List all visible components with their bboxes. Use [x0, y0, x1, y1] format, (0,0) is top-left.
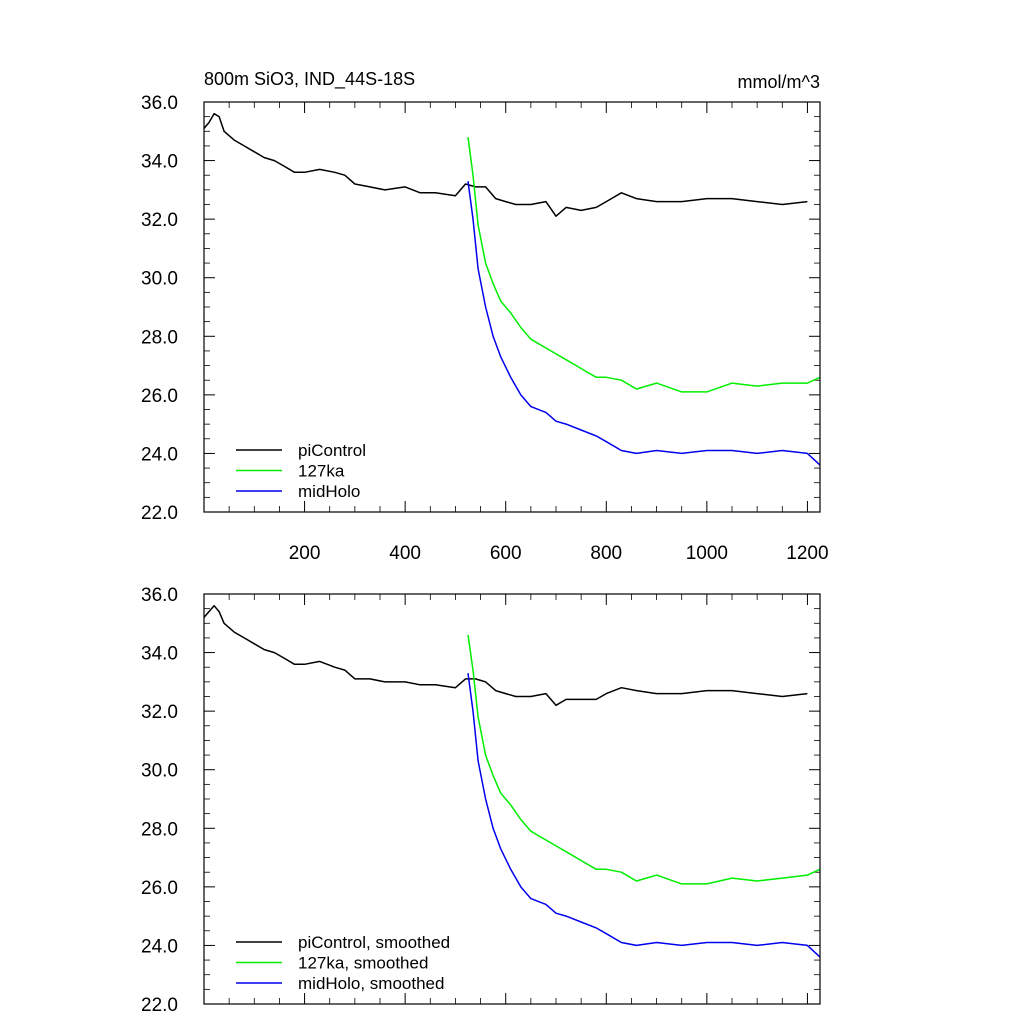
y-tick-label: 24.0	[141, 444, 178, 465]
bottom-panel: 22.0 24.0 26.0 28.0 30.0 32.0 34.0 36.0 piContr…	[141, 585, 821, 1016]
x-tick-label: 200	[289, 543, 321, 564]
legend: piControl, smoothed 127ka, smoothedmidHol…	[236, 933, 450, 993]
legend-label: 127ka	[298, 462, 345, 481]
legend-label: midHolo	[298, 482, 360, 501]
x-tick-label: 600	[490, 543, 522, 564]
y-tick-label: 30.0	[141, 761, 178, 782]
plot-frame	[203, 593, 821, 1005]
y-tick-label: 22.0	[141, 995, 178, 1016]
series-line-2	[467, 634, 821, 885]
x-tick-label: 1000	[686, 543, 728, 564]
y-tick-label: 34.0	[141, 644, 178, 665]
y-tick-label: 36.0	[141, 585, 178, 606]
y-tick-label: 32.0	[141, 210, 178, 231]
y-tick-label: 36.0	[141, 93, 178, 114]
chart-units: mmol/m^3	[738, 72, 820, 92]
y-tick-label: 34.0	[141, 152, 178, 173]
y-tick-label: 32.0	[141, 702, 178, 723]
legend-label: piControl	[298, 441, 366, 460]
y-tick-label: 26.0	[141, 386, 178, 407]
y-tick-label: 26.0	[141, 878, 178, 899]
x-tick-label: 1200	[786, 543, 828, 564]
x-tick-label: 800	[590, 543, 622, 564]
series-line-3	[467, 181, 821, 466]
y-tick-label: 24.0	[141, 936, 178, 957]
y-tick-label: 22.0	[141, 503, 178, 524]
legend-label: piControl, smoothed	[298, 933, 450, 952]
series-line-1	[203, 604, 808, 707]
plot-frame	[203, 101, 821, 513]
top-panel: 22.0 24.0 26.0 28.0 30.0 32.0 34.0 36.0 200 400 60…	[141, 93, 829, 564]
series-line-2	[467, 137, 821, 393]
series-line-1	[203, 112, 808, 217]
legend-label: 127ka, smoothed	[298, 954, 428, 973]
y-tick-label: 30.0	[141, 269, 178, 290]
series-line-3	[467, 673, 821, 958]
y-tick-label: 28.0	[141, 819, 178, 840]
y-tick-label: 28.0	[141, 327, 178, 348]
legend-label: midHolo, smoothed	[298, 974, 444, 993]
chart-title: 800m SiO3, IND_44S-18S	[204, 69, 415, 90]
x-tick-label: 400	[389, 543, 421, 564]
